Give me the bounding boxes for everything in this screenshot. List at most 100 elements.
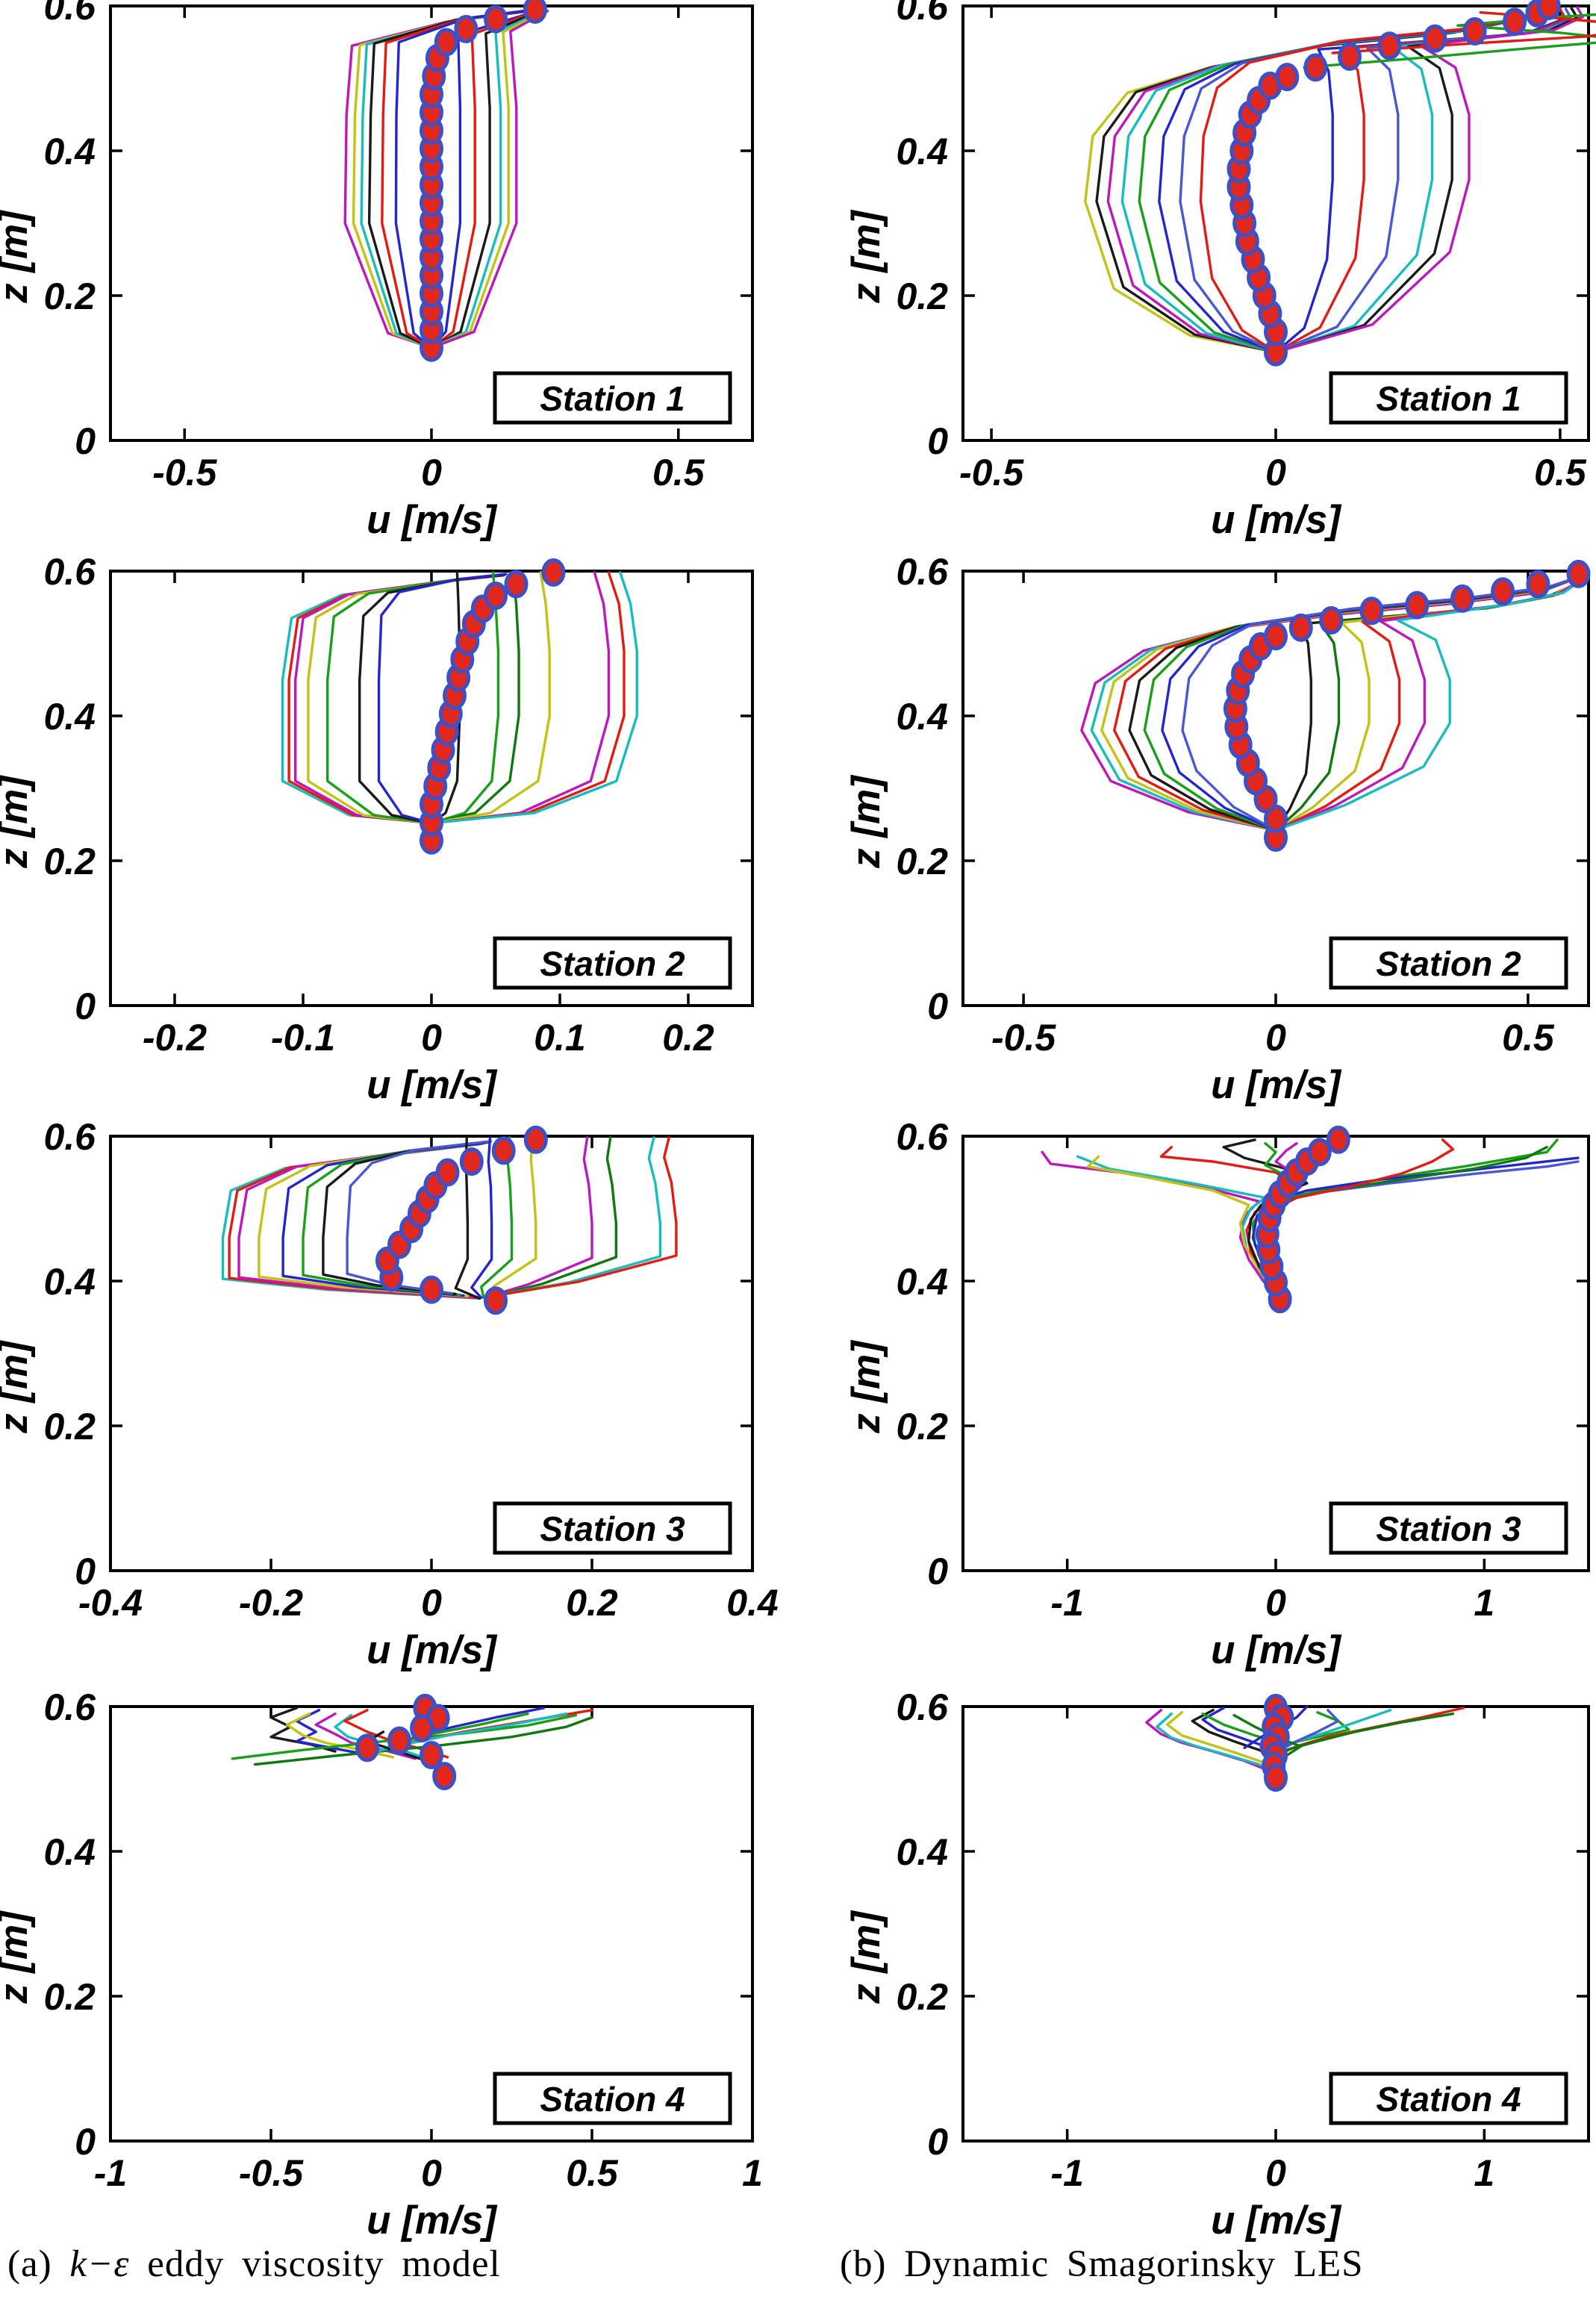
measurement-marker [1491, 577, 1515, 606]
y-tick-label: 0.2 [43, 275, 96, 317]
measurement-marker [1264, 1763, 1288, 1792]
y-tick-label: 0.6 [43, 1116, 96, 1158]
measurement-marker [1307, 1138, 1332, 1167]
measurement-marker [1338, 42, 1362, 71]
measurement-marker [1326, 1125, 1350, 1154]
measurement-marker [484, 1286, 508, 1315]
axes-box [109, 1705, 754, 2142]
y-tick-label: 0.2 [896, 1976, 948, 2018]
y-tick-label: 0.6 [896, 0, 949, 28]
profile-line [430, 571, 551, 825]
y-tick-label: 0.6 [43, 551, 96, 593]
subplot-kepsilon-station-1: -0.5 0 0.5 0 0.2 0.4 0.6 u [m/s] z [m] Station 1 [0, 0, 754, 542]
measurement-marker [1462, 17, 1487, 46]
x-tick-label: 0 [421, 1017, 442, 1059]
y-tick-label: 0 [927, 1551, 948, 1592]
y-tick-label: 0.6 [43, 1686, 96, 1728]
profile-line [470, 1136, 493, 1300]
subplot-kepsilon-station-3: -0.4 -0.2 0 0.2 0.4 0 0.2 0.4 0.6 u [m/s] z [m] Sta… [0, 1116, 779, 1672]
measurement-marker [435, 1158, 460, 1187]
y-tick-label: 0.4 [43, 131, 96, 172]
measurement-marker [523, 0, 547, 24]
measurement-marker [484, 4, 508, 34]
y-tick-label: 0.2 [43, 1976, 96, 2018]
x-axis-label: u [m/s] [1211, 2198, 1342, 2243]
profile-line [1086, 1155, 1279, 1297]
station-label-box [1329, 936, 1568, 990]
measurement-marker [541, 558, 566, 587]
y-axis-label: z [m] [844, 1339, 888, 1434]
x-tick-label: -0.5 [991, 1017, 1056, 1059]
profile-line [377, 573, 508, 825]
profile-line [430, 571, 520, 825]
measurement-marker [1303, 53, 1328, 82]
x-tick-label: 1 [1474, 2152, 1494, 2194]
x-tick-label: 0.5 [1534, 452, 1587, 493]
y-tick-label: 0 [75, 985, 96, 1027]
station-label: Station 2 [540, 944, 685, 983]
y-tick-label: 0.6 [896, 1686, 949, 1728]
profile-line [430, 571, 638, 825]
subplot-les-station-3: -1 0 1 0 0.2 0.4 0.6 u [m/s] z [m] Station 3 [844, 1116, 1590, 1672]
measurement-marker [1423, 24, 1447, 53]
station-label: Station 2 [1376, 944, 1521, 983]
x-tick-label: 0 [421, 1582, 442, 1624]
measurement-marker [454, 15, 479, 43]
profile-line [253, 1715, 593, 1766]
x-tick-label: 0.5 [1502, 1017, 1555, 1059]
x-axis-label: u [m/s] [367, 498, 498, 542]
measurement-marker [491, 1136, 516, 1165]
y-tick-label: 0.4 [43, 696, 96, 738]
caption-a-math: k−ε [69, 2243, 130, 2285]
measurement-marker [1450, 584, 1474, 613]
subplot-les-station-2: -0.5 0 0.5 0 0.2 0.4 0.6 u [m/s] z [m] Station 2 [844, 551, 1591, 1107]
x-tick-label: -0.1 [271, 1017, 335, 1059]
station-label: Station 4 [1376, 2080, 1521, 2119]
measurement-marker [1359, 596, 1384, 626]
measurement-marker [1536, 0, 1561, 20]
measurement-marker [387, 1726, 411, 1755]
x-tick-label: 0 [1265, 1017, 1286, 1059]
profile-line [1274, 7, 1568, 354]
x-tick-label: 0.4 [726, 1582, 779, 1624]
y-tick-label: 0 [75, 2121, 96, 2163]
x-tick-label: 0.2 [662, 1017, 714, 1059]
x-tick-label: 0.2 [566, 1582, 618, 1624]
x-tick-label: 0.1 [534, 1017, 586, 1059]
y-tick-label: 0 [75, 420, 96, 462]
subplot-les-station-1: -0.5 0 0.5 0 0.2 0.4 0.6 u [m/s] z [m] Station 1 [844, 0, 1596, 542]
x-tick-label: -1 [1050, 2152, 1083, 2194]
y-tick-label: 0.6 [896, 1116, 949, 1158]
profile-line [1274, 574, 1590, 832]
station-label-box [493, 1501, 732, 1555]
x-axis-label: u [m/s] [367, 2198, 498, 2243]
y-tick-label: 0.2 [896, 275, 948, 317]
profile-line [430, 10, 549, 349]
y-axis-label: z [m] [0, 209, 36, 304]
y-axis-label: z [m] [844, 774, 888, 869]
x-tick-label: 0 [1265, 2152, 1286, 2194]
y-tick-label: 0.2 [896, 841, 948, 882]
x-tick-label: 0 [421, 452, 442, 493]
caption-b-prefix: (b) [840, 2243, 887, 2285]
y-tick-label: 0.4 [43, 1261, 96, 1303]
measurement-marker [1405, 590, 1430, 620]
y-tick-label: 0.6 [43, 0, 96, 28]
caption-b: (b) Dynamic Smagorinsky LES [840, 2243, 1364, 2286]
y-tick-label: 0.4 [896, 1261, 948, 1303]
x-tick-label: 0 [421, 2152, 442, 2194]
profile-line [484, 1136, 537, 1299]
profile-line [430, 13, 532, 349]
caption-a: (a) k−ε eddy viscosity model [7, 2243, 501, 2286]
x-tick-label: -1 [94, 2152, 127, 2194]
subplot-kepsilon-station-2: -0.2 -0.1 0 0.1 0.2 0 0.2 0.4 0.6 u [m/s] z [m] Sta… [0, 551, 754, 1107]
station-label-box [493, 2072, 732, 2125]
measurement-marker [1377, 31, 1402, 60]
station-label-box [1329, 371, 1568, 425]
measurement-marker [504, 570, 529, 599]
measurement-marker [355, 1733, 379, 1763]
x-tick-label: -1 [1050, 1582, 1083, 1624]
x-tick-label: -0.5 [959, 452, 1024, 493]
measurement-marker [434, 28, 458, 57]
